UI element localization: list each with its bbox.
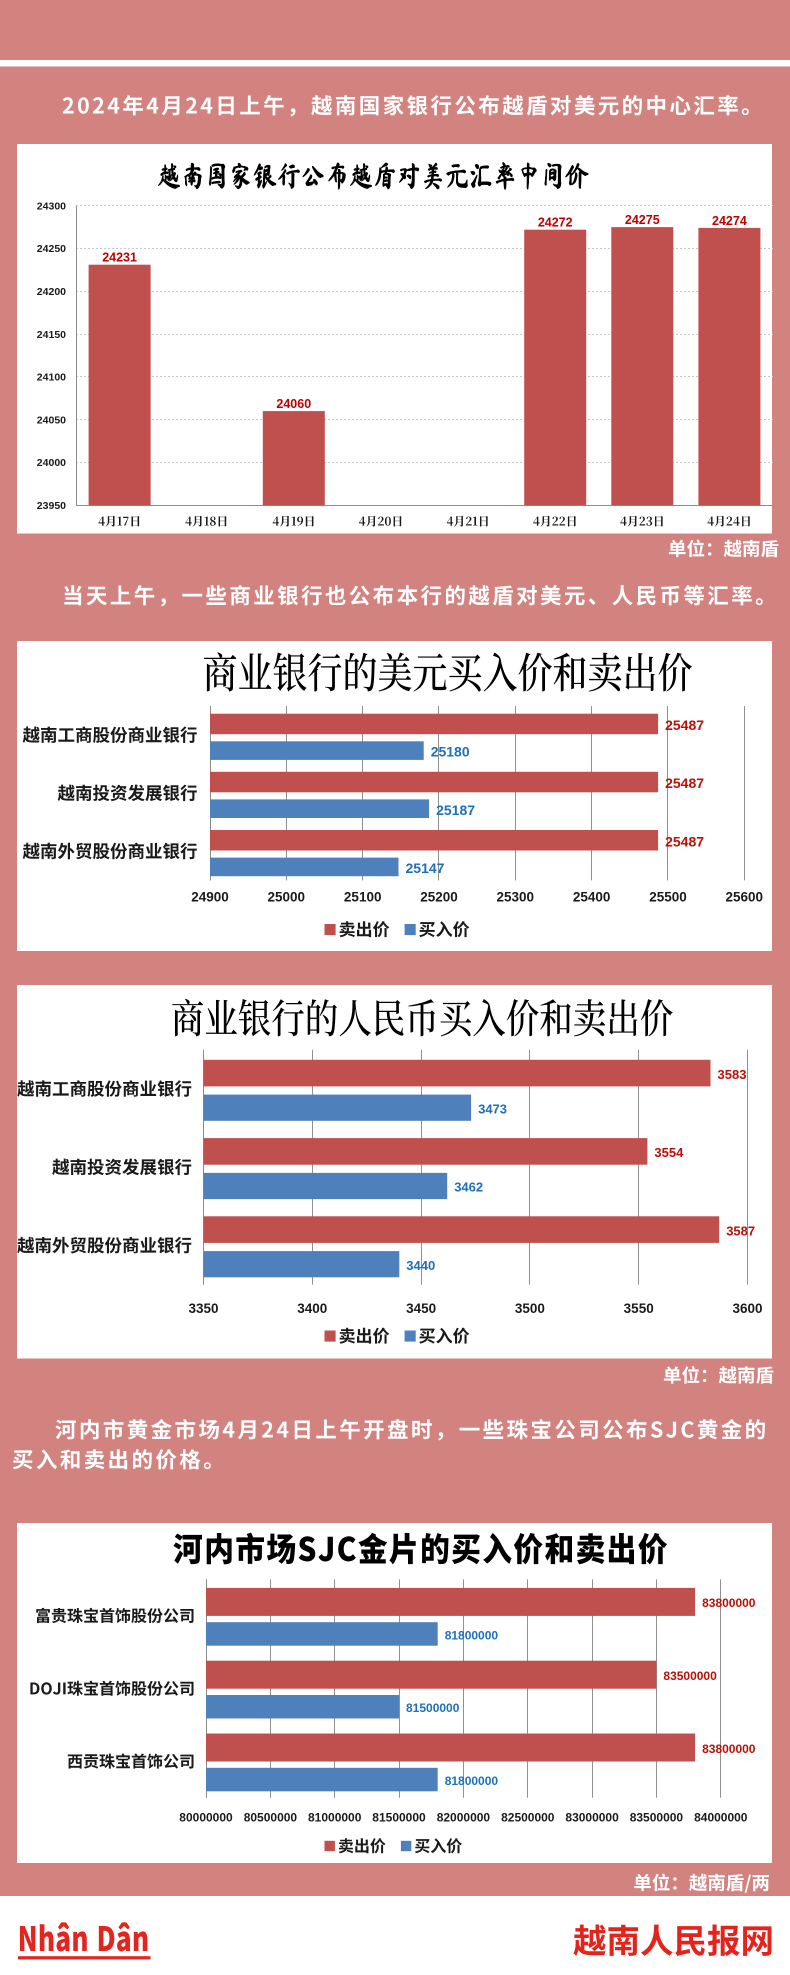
svg-text:83500000: 83500000 (630, 1811, 684, 1825)
svg-text:24100: 24100 (37, 372, 66, 384)
svg-text:3350: 3350 (188, 1301, 218, 1316)
svg-text:81800000: 81800000 (445, 1628, 499, 1642)
svg-text:25000: 25000 (268, 890, 306, 905)
svg-text:82000000: 82000000 (437, 1811, 491, 1825)
svg-text:81500000: 81500000 (406, 1701, 460, 1715)
svg-text:24250: 24250 (37, 243, 66, 255)
svg-text:83800000: 83800000 (702, 1596, 756, 1610)
svg-text:83800000: 83800000 (702, 1742, 756, 1756)
svg-text:25300: 25300 (497, 890, 535, 905)
svg-text:25100: 25100 (344, 890, 382, 905)
svg-text:24060: 24060 (276, 397, 311, 411)
svg-text:25200: 25200 (420, 890, 458, 905)
svg-text:24275: 24275 (625, 213, 660, 227)
svg-text:24900: 24900 (191, 890, 229, 905)
svg-text:25187: 25187 (436, 802, 475, 818)
svg-text:3462: 3462 (454, 1180, 483, 1195)
svg-text:25487: 25487 (665, 833, 704, 849)
svg-text:24231: 24231 (102, 251, 137, 265)
svg-text:82500000: 82500000 (501, 1811, 555, 1825)
svg-text:3400: 3400 (297, 1301, 327, 1316)
svg-text:3440: 3440 (406, 1258, 435, 1273)
svg-text:3450: 3450 (406, 1301, 436, 1316)
svg-text:24000: 24000 (37, 457, 66, 469)
svg-text:84000000: 84000000 (694, 1811, 748, 1825)
svg-text:3554: 3554 (654, 1145, 684, 1160)
svg-text:24272: 24272 (538, 216, 573, 230)
svg-text:24150: 24150 (37, 329, 66, 341)
svg-text:25147: 25147 (406, 860, 445, 876)
svg-text:83000000: 83000000 (565, 1811, 619, 1825)
svg-text:24050: 24050 (37, 414, 66, 426)
svg-text:81500000: 81500000 (372, 1811, 426, 1825)
svg-text:25400: 25400 (573, 890, 611, 905)
svg-text:80500000: 80500000 (244, 1811, 298, 1825)
svg-text:81800000: 81800000 (445, 1774, 499, 1788)
svg-text:25600: 25600 (726, 890, 764, 905)
svg-text:25487: 25487 (665, 775, 704, 791)
svg-text:3500: 3500 (515, 1301, 545, 1316)
svg-text:3600: 3600 (732, 1301, 762, 1316)
svg-text:23950: 23950 (37, 500, 66, 512)
svg-text:25487: 25487 (665, 717, 704, 733)
svg-text:24300: 24300 (37, 200, 66, 212)
svg-text:3583: 3583 (718, 1067, 747, 1082)
svg-text:3550: 3550 (624, 1301, 654, 1316)
svg-text:81000000: 81000000 (308, 1811, 362, 1825)
svg-text:3473: 3473 (478, 1101, 507, 1116)
svg-text:24200: 24200 (37, 286, 66, 298)
svg-text:80000000: 80000000 (179, 1811, 233, 1825)
svg-text:83500000: 83500000 (663, 1669, 717, 1683)
svg-text:3587: 3587 (726, 1223, 755, 1238)
svg-text:24274: 24274 (712, 214, 747, 228)
svg-text:25500: 25500 (649, 890, 687, 905)
svg-text:25180: 25180 (431, 744, 470, 760)
